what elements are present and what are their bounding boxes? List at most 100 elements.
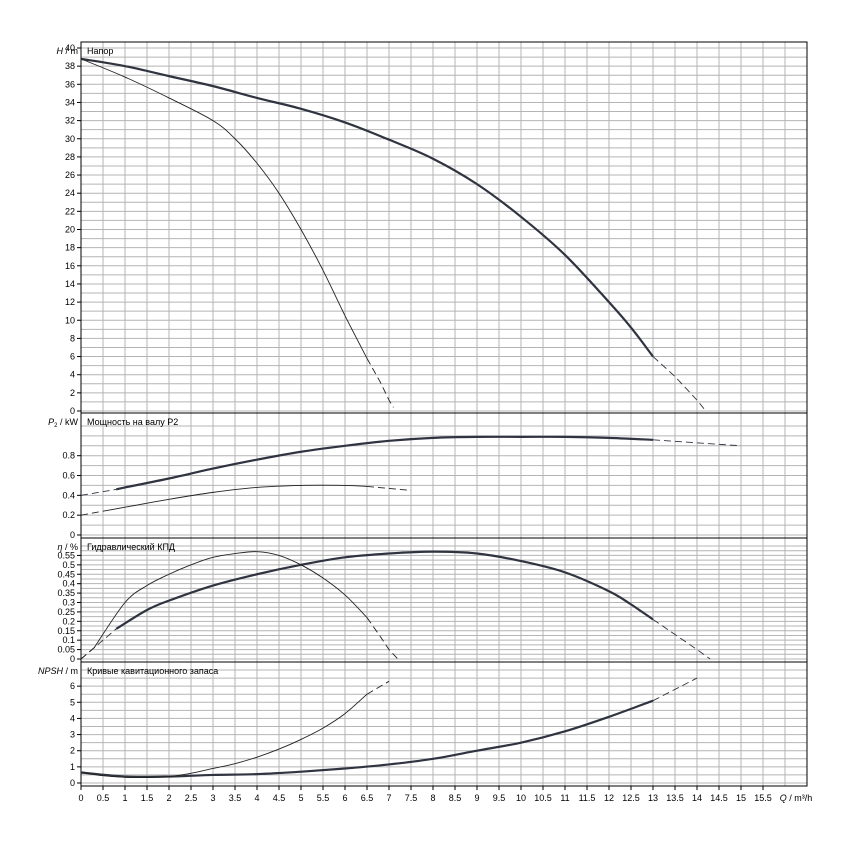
y-tick-label: 40: [65, 43, 75, 53]
y-tick-label: 3: [70, 730, 75, 740]
y-tick-label: 0.1: [62, 635, 75, 645]
y-tick-label: 0: [70, 530, 75, 540]
x-tick-label: 14.5: [710, 793, 728, 803]
panel-npsh: 0 1 2 3 4 5 6 Кривые кавитационного запаса NPSH …: [38, 661, 808, 788]
eff-max-dashed-end: [652, 619, 711, 660]
x-tick-label: 3.5: [229, 793, 242, 803]
x-tick-label: 13.5: [666, 793, 684, 803]
x-tick-label: 0.5: [97, 793, 110, 803]
x-tick-label: 4: [254, 793, 259, 803]
y-tick-label: 28: [65, 152, 75, 162]
x-tick-label: 4.5: [273, 793, 286, 803]
power-min-line: [102, 484, 368, 512]
x-tick-label: 10: [516, 793, 526, 803]
x-tick-label: 2: [166, 793, 171, 803]
y-tick-label: 26: [65, 170, 75, 180]
power-max-line: [115, 435, 654, 491]
head-max-dashed-end: [652, 356, 707, 412]
x-tick-label: 14: [692, 793, 702, 803]
y-tick-label: 8: [70, 333, 75, 343]
head-min-dashed-end: [366, 358, 394, 408]
npsh-max-dashed-end: [652, 677, 698, 702]
x-tick-label: 3: [210, 793, 215, 803]
y-tick-label: 0.25: [57, 607, 75, 617]
y-tick-label: 18: [65, 243, 75, 253]
y-axis-label: H / m: [57, 46, 79, 56]
y-tick-label: 0.2: [62, 616, 75, 626]
x-axis-label: Q / m³/h: [780, 793, 813, 803]
y-tick-label: 0.5: [62, 560, 75, 570]
y-tick-label: 34: [65, 97, 75, 107]
x-tick-label: 12: [604, 793, 614, 803]
y-tick-label: 20: [65, 225, 75, 235]
y-tick-label: 0.45: [57, 569, 75, 579]
x-tick-label: 1: [122, 793, 127, 803]
y-tick-label: 0.8: [62, 451, 75, 461]
x-tick-label: 11: [560, 793, 569, 803]
y-tick-label: 6: [70, 352, 75, 362]
y-tick-label: 0.4: [62, 490, 75, 500]
eff-max-dashed-start: [80, 628, 117, 660]
x-tick-label: 8.5: [449, 793, 462, 803]
panel-border: [80, 661, 808, 787]
y-tick-label: 12: [65, 297, 75, 307]
x-tick-label: 6.5: [361, 793, 374, 803]
y-tick-label: 4: [70, 370, 75, 380]
npsh-min-line: [80, 693, 368, 778]
x-tick-label: 7.5: [405, 793, 418, 803]
y-tick-label: 30: [65, 134, 75, 144]
y-tick-label: 0.6: [62, 471, 75, 481]
y-tick-label: 5: [70, 697, 75, 707]
x-tick-label: 13: [648, 793, 658, 803]
panel-border: [80, 41, 808, 414]
eff-max-line: [115, 550, 654, 630]
y-tick-label: 0: [70, 654, 75, 664]
y-tick-label: 6: [70, 681, 75, 691]
y-tick-label: 36: [65, 79, 75, 89]
y-tick-label: 0: [70, 406, 75, 416]
y-axis-label: NPSH / m: [38, 666, 78, 676]
x-tick-label: 6: [342, 793, 347, 803]
y-tick-label: 10: [65, 315, 75, 325]
panel-efficiency: 00.050.10.150.20.250.30.350.40.450.50.55…: [57, 537, 808, 664]
x-tick-label: 8: [430, 793, 435, 803]
y-tick-label: 24: [65, 188, 75, 198]
power-max-dashed-start: [80, 488, 117, 496]
y-tick-label: 0.35: [57, 588, 75, 598]
x-tick-label: 5.5: [317, 793, 330, 803]
y-tick-label: 0.15: [57, 626, 75, 636]
y-axis-label: P2 / kW: [48, 417, 78, 429]
panel-title: Гидравлический КПД: [87, 542, 175, 552]
y-tick-label: 0.3: [62, 598, 75, 608]
y-tick-label: 14: [65, 279, 75, 289]
x-tick-label: 12.5: [622, 793, 640, 803]
y-tick-label: 0.2: [62, 510, 75, 520]
power-min-dashed-start: [80, 510, 104, 516]
y-tick-label: 4: [70, 713, 75, 723]
panel-border: [80, 537, 808, 663]
x-tick-label: 0: [78, 793, 83, 803]
y-tick-label: 16: [65, 261, 75, 271]
y-tick-label: 0.55: [57, 550, 75, 560]
panel-title: Кривые кавитационного запаса: [87, 666, 218, 676]
panel-power: 0 0.2 0.4 0.6 0.8 Мощность на валу P2 P2 / kW: [48, 412, 808, 540]
head-min-line: [80, 58, 368, 359]
power-min-dashed-end: [366, 485, 412, 491]
eff-min-line: [93, 551, 368, 648]
x-tick-label: 1.5: [141, 793, 154, 803]
y-tick-label: 32: [65, 116, 75, 126]
x-axis: 0 0.5 1 1.5 2 2.5 3 3.5 4 4.5 5 5.5 6 6.5 7 7.5 8 8.5 9 9.5…: [78, 786, 812, 803]
y-tick-label: 2: [70, 388, 75, 398]
panel-title: Напор: [87, 46, 113, 56]
head-max-line: [80, 57, 654, 358]
x-tick-label: 9: [474, 793, 479, 803]
x-tick-label: 11.5: [579, 793, 596, 803]
y-tick-label: 1: [70, 762, 75, 772]
y-tick-label: 22: [65, 206, 75, 216]
y-tick-label: 0: [70, 778, 75, 788]
x-tick-label: 15: [736, 793, 746, 803]
y-axis-label: η / %: [57, 542, 78, 552]
power-max-dashed-end: [652, 439, 742, 447]
